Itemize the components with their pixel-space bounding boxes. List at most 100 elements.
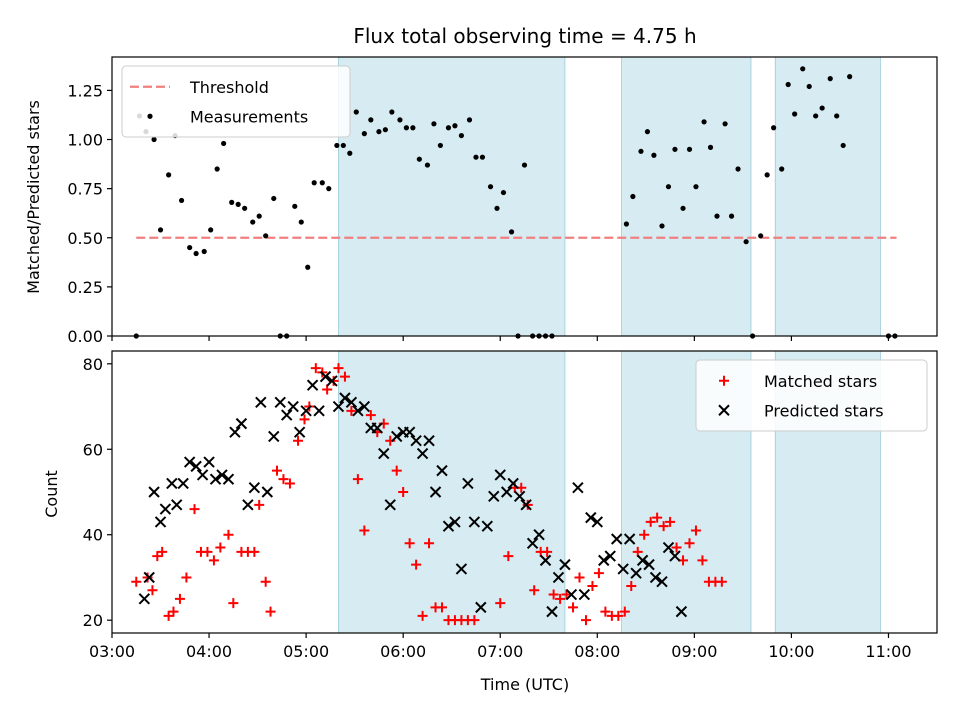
measurement-point: [250, 219, 256, 225]
matched-star-point: [671, 542, 682, 553]
matched-star-point: [716, 576, 727, 587]
measurement-point: [800, 66, 806, 72]
matched-star-point: [333, 363, 344, 374]
matched-star-point: [469, 615, 480, 626]
measurement-point: [221, 140, 227, 147]
matched-star-point: [260, 576, 271, 587]
predicted-star-point: [416, 447, 429, 460]
bottom-y-axis-label: Count: [42, 470, 61, 518]
matched-star-point: [223, 529, 234, 540]
measurement-point: [437, 142, 443, 149]
measurement-point: [431, 121, 437, 127]
matched-star-point: [522, 499, 533, 510]
matched-star-point: [339, 371, 350, 382]
predicted-star-point: [585, 511, 597, 524]
matched-star-point: [568, 602, 579, 613]
measurement-point: [735, 166, 741, 172]
predicted-star-point: [617, 563, 629, 575]
legend-label: Measurements: [190, 107, 308, 126]
measurement-point: [201, 248, 207, 255]
measurement-point: [686, 146, 693, 152]
measurement-point: [494, 205, 500, 211]
predicted-star-point: [313, 405, 325, 417]
top-shaded-interval: [621, 56, 752, 337]
predicted-star-point: [494, 469, 506, 481]
matched-star-point: [278, 474, 289, 485]
predicted-star-point: [183, 456, 196, 468]
predicted-star-point: [255, 396, 267, 408]
legend-label: Predicted stars: [764, 401, 884, 420]
matched-star-point: [542, 546, 553, 557]
matched-star-point: [613, 610, 624, 621]
matched-star-point: [365, 410, 376, 421]
matched-star-point: [411, 559, 422, 570]
legend-marker-predicted: [718, 404, 730, 416]
bottom-x-tick-label: 05:00: [283, 642, 329, 661]
measurement-point: [311, 180, 317, 186]
legend-label: Threshold: [189, 78, 269, 97]
predicted-star-point: [274, 396, 286, 408]
matched-star-point: [580, 615, 591, 626]
predicted-star-point: [410, 435, 422, 447]
predicted-star-point: [442, 520, 455, 532]
matched-star-point: [665, 516, 676, 527]
predicted-star-point: [358, 400, 371, 413]
bottom-y-tick-label: 20: [83, 611, 103, 630]
measurement-point: [368, 117, 374, 123]
matched-star-point: [254, 499, 265, 510]
matched-star-point: [202, 546, 213, 557]
predicted-star-point: [371, 422, 384, 434]
matched-star-point: [424, 538, 435, 549]
matched-star-point: [503, 551, 514, 562]
predicted-star-point: [565, 588, 578, 601]
matched-star-point: [352, 474, 363, 485]
predicted-star-point: [481, 520, 494, 532]
measurement-point: [410, 125, 416, 131]
top-legend-box: [121, 65, 351, 138]
predicted-star-point: [572, 482, 584, 494]
bottom-x-tick-label: 04:00: [186, 642, 232, 661]
measurement-point: [340, 142, 346, 149]
top-y-tick-label: 0.50: [67, 229, 103, 248]
predicted-star-point: [520, 499, 532, 511]
measurement-point: [722, 121, 728, 127]
matched-star-point: [310, 363, 321, 374]
measurement-point: [452, 123, 458, 129]
predicted-star-point: [148, 486, 160, 498]
predicted-star-point: [526, 537, 539, 549]
predicted-star-point: [143, 571, 155, 584]
predicted-star-point: [154, 516, 167, 528]
predicted-star-point: [591, 516, 604, 528]
top-y-tick-label: 0.25: [67, 278, 103, 297]
predicted-star-point: [475, 601, 487, 614]
predicted-star-point: [429, 486, 442, 498]
predicted-star-point: [242, 499, 254, 511]
predicted-star-point: [326, 375, 338, 387]
predicted-star-point: [455, 563, 468, 575]
predicted-star-point: [513, 490, 526, 502]
measurement-point: [389, 109, 395, 115]
predicted-star-point: [235, 417, 248, 430]
measurement-point: [242, 205, 248, 211]
measurement-point: [271, 195, 277, 202]
predicted-star-point: [287, 400, 299, 413]
top-shaded-interval: [774, 56, 881, 337]
measurement-point: [758, 233, 764, 239]
measurement-point: [263, 233, 269, 239]
measurement-point: [256, 213, 262, 219]
bottom-x-tick-label: 09:00: [671, 642, 717, 661]
matched-star-point: [359, 525, 370, 536]
predicted-star-point: [352, 405, 364, 417]
predicted-star-point: [339, 392, 351, 404]
measurement-point: [792, 111, 798, 117]
bottom-x-tick-label: 07:00: [477, 642, 523, 661]
chart-title: Flux total observing time = 4.75 h: [353, 24, 696, 48]
top-y-tick-label: 1.00: [67, 131, 103, 150]
matched-star-point: [690, 525, 701, 536]
measurement-point: [347, 150, 353, 156]
predicted-star-point: [630, 567, 642, 579]
predicted-star-point: [268, 430, 280, 443]
predicted-star-point: [332, 400, 345, 413]
matched-star-point: [658, 521, 669, 532]
measurement-point: [466, 117, 473, 123]
